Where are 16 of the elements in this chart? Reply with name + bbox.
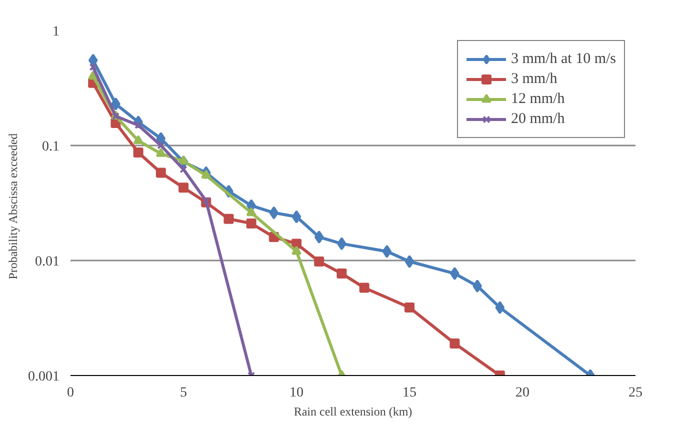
y-tick-label: 1	[52, 24, 60, 40]
y-tick-label: 0.1	[42, 140, 60, 154]
x-tick-label: 25	[628, 386, 642, 400]
x-tick-label: 10	[290, 386, 304, 400]
y-axis-title: Probability Abscissa exceeded	[6, 133, 20, 280]
y-tick-label: 0.01	[35, 254, 60, 270]
legend-label: 3 mm/h at 10 m/s	[511, 50, 616, 68]
x-tick-label: 5	[180, 386, 187, 400]
legend-label: 3 mm/h	[511, 70, 558, 88]
legend-label: 12 mm/h	[511, 90, 565, 108]
x-tick-label: 0	[67, 386, 74, 400]
y-tick-label: 0.001	[28, 370, 60, 384]
x-tick-label: 15	[402, 386, 416, 400]
x-tick-label: 20	[516, 386, 530, 400]
x-axis-title: Rain cell extension (km)	[294, 404, 412, 418]
legend-label: 20 mm/h	[511, 110, 565, 128]
